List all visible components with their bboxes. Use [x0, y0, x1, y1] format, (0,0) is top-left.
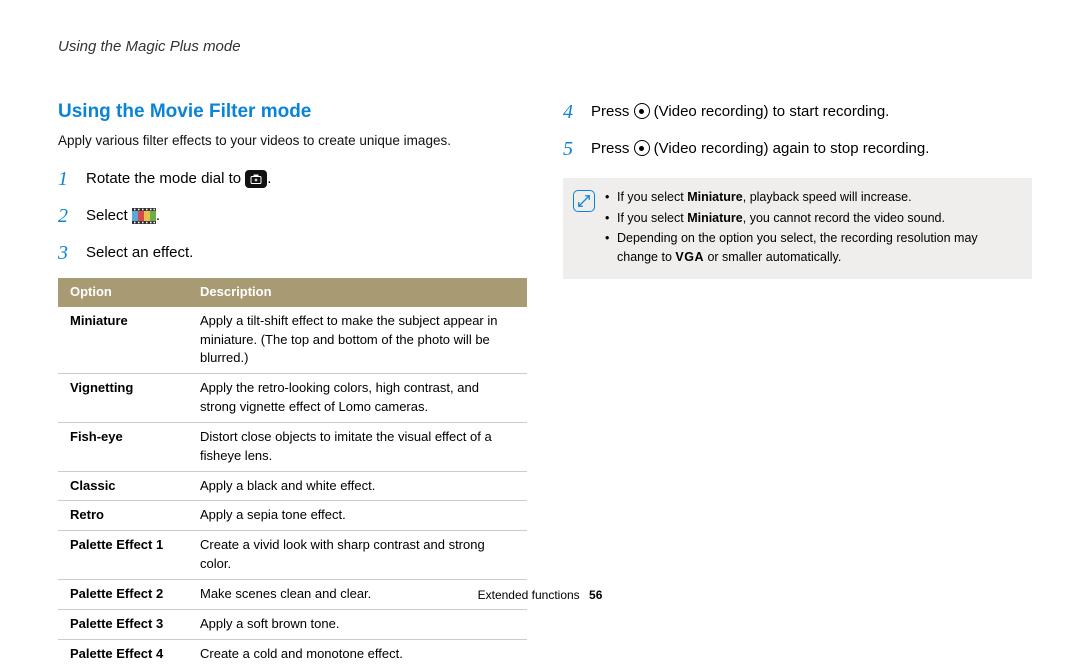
step-text: Press (Video recording) again to stop re… [591, 138, 1032, 160]
effect-description: Create a vivid look with sharp contrast … [188, 531, 527, 580]
effect-option: Palette Effect 1 [58, 531, 188, 580]
breadcrumb: Using the Magic Plus mode [58, 36, 1032, 58]
section-intro: Apply various filter effects to your vid… [58, 131, 527, 151]
step-item: 2 Select . [58, 202, 527, 231]
note-icon [573, 190, 595, 212]
table-row: Palette Effect 3Apply a soft brown tone. [58, 609, 527, 639]
right-steps: 4 Press (Video recording) to start record… [563, 98, 1032, 164]
effect-description: Apply a black and white effect. [188, 471, 527, 501]
section-title: Using the Movie Filter mode [58, 98, 527, 126]
effect-description: Apply a tilt-shift effect to make the su… [188, 307, 527, 374]
vga-icon: VGA [675, 248, 704, 267]
footer-page-number: 56 [589, 588, 602, 602]
note-item: Depending on the option you select, the … [605, 229, 1018, 267]
record-button-icon [634, 140, 650, 156]
effect-description: Apply the retro-looking colors, high con… [188, 374, 527, 423]
effect-option: Fish-eye [58, 422, 188, 471]
note-box: If you select Miniature, playback speed … [563, 178, 1032, 279]
effect-description: Apply a soft brown tone. [188, 609, 527, 639]
effect-description: Apply a sepia tone effect. [188, 501, 527, 531]
step-number: 4 [563, 98, 581, 127]
table-row: Fish-eyeDistort close objects to imitate… [58, 422, 527, 471]
left-column: Using the Movie Filter mode Apply variou… [58, 98, 527, 669]
note-item: If you select Miniature, you cannot reco… [605, 209, 1018, 228]
table-row: VignettingApply the retro-looking colors… [58, 374, 527, 423]
step-item: 5 Press (Video recording) again to stop r… [563, 135, 1032, 164]
mode-dial-icon [245, 170, 267, 188]
effect-description: Distort close objects to imitate the vis… [188, 422, 527, 471]
page-footer: Extended functions 56 [0, 587, 1080, 604]
table-row: Palette Effect 4Create a cold and monoto… [58, 639, 527, 668]
step-item: 1 Rotate the mode dial to . [58, 165, 527, 194]
effect-option: Vignetting [58, 374, 188, 423]
step-number: 1 [58, 165, 76, 194]
effect-description: Create a cold and monotone effect. [188, 639, 527, 668]
step-text: Select . [86, 205, 527, 227]
effect-option: Miniature [58, 307, 188, 374]
left-steps: 1 Rotate the mode dial to . 2 Select . 3 Sele… [58, 165, 527, 268]
step-number: 5 [563, 135, 581, 164]
step-number: 3 [58, 239, 76, 268]
step-text: Rotate the mode dial to . [86, 168, 527, 190]
step-text: Select an effect. [86, 242, 527, 264]
effects-table: Option Description MiniatureApply a tilt… [58, 278, 527, 669]
effect-option: Retro [58, 501, 188, 531]
record-button-icon [634, 103, 650, 119]
footer-section: Extended functions [478, 588, 580, 602]
table-header-description: Description [188, 278, 527, 307]
effect-option: Palette Effect 3 [58, 609, 188, 639]
film-strip-icon [132, 208, 156, 224]
table-header-option: Option [58, 278, 188, 307]
step-item: 3 Select an effect. [58, 239, 527, 268]
right-column: 4 Press (Video recording) to start record… [563, 98, 1032, 669]
step-number: 2 [58, 202, 76, 231]
table-row: RetroApply a sepia tone effect. [58, 501, 527, 531]
effect-option: Palette Effect 4 [58, 639, 188, 668]
table-row: ClassicApply a black and white effect. [58, 471, 527, 501]
table-row: Palette Effect 1Create a vivid look with… [58, 531, 527, 580]
effect-option: Classic [58, 471, 188, 501]
step-text: Press (Video recording) to start recordi… [591, 101, 1032, 123]
step-item: 4 Press (Video recording) to start record… [563, 98, 1032, 127]
table-row: MiniatureApply a tilt-shift effect to ma… [58, 307, 527, 374]
note-item: If you select Miniature, playback speed … [605, 188, 1018, 207]
